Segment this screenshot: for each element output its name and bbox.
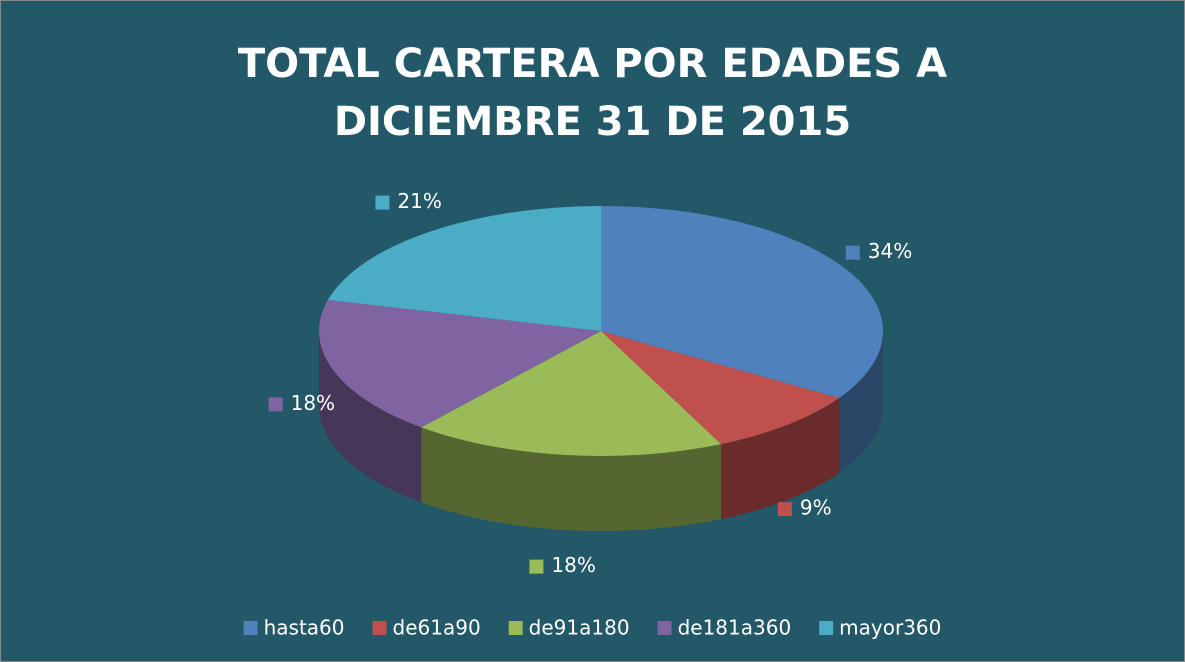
legend-marker — [657, 621, 672, 635]
legend-marker — [372, 621, 387, 635]
legend-label: de181a360 — [678, 616, 792, 640]
legend-marker — [508, 621, 523, 635]
slice-side — [319, 331, 422, 503]
slice-side — [421, 427, 722, 531]
chart-title: TOTAL CARTERA POR EDADES A DICIEMBRE 31 … — [237, 41, 948, 145]
label-marker — [268, 397, 283, 412]
label-marker — [375, 195, 390, 210]
legend-label: mayor360 — [839, 616, 941, 640]
slices — [319, 206, 883, 456]
slice — [421, 331, 722, 456]
legend-marker — [819, 621, 834, 635]
slice-side — [721, 397, 840, 520]
data-label: 9% — [800, 496, 832, 520]
slice — [319, 299, 601, 428]
legend-label: hasta60 — [264, 616, 345, 640]
legend: hasta60 de61a90 de91a180 de181a360 mayor360 — [243, 616, 941, 640]
data-label: 18% — [291, 391, 335, 415]
data-label: 18% — [551, 553, 595, 577]
side-walls — [319, 331, 883, 531]
data-label: 21% — [397, 189, 441, 213]
slice — [601, 331, 840, 445]
data-label: 34% — [868, 239, 912, 263]
slice — [327, 206, 601, 331]
legend-marker — [243, 621, 258, 635]
legend-label: de91a180 — [529, 616, 630, 640]
label-marker — [777, 502, 792, 517]
slice — [601, 206, 883, 398]
label-marker — [845, 245, 860, 260]
legend-label: de61a90 — [393, 616, 481, 640]
label-marker — [529, 559, 544, 574]
slice-side — [839, 331, 883, 473]
